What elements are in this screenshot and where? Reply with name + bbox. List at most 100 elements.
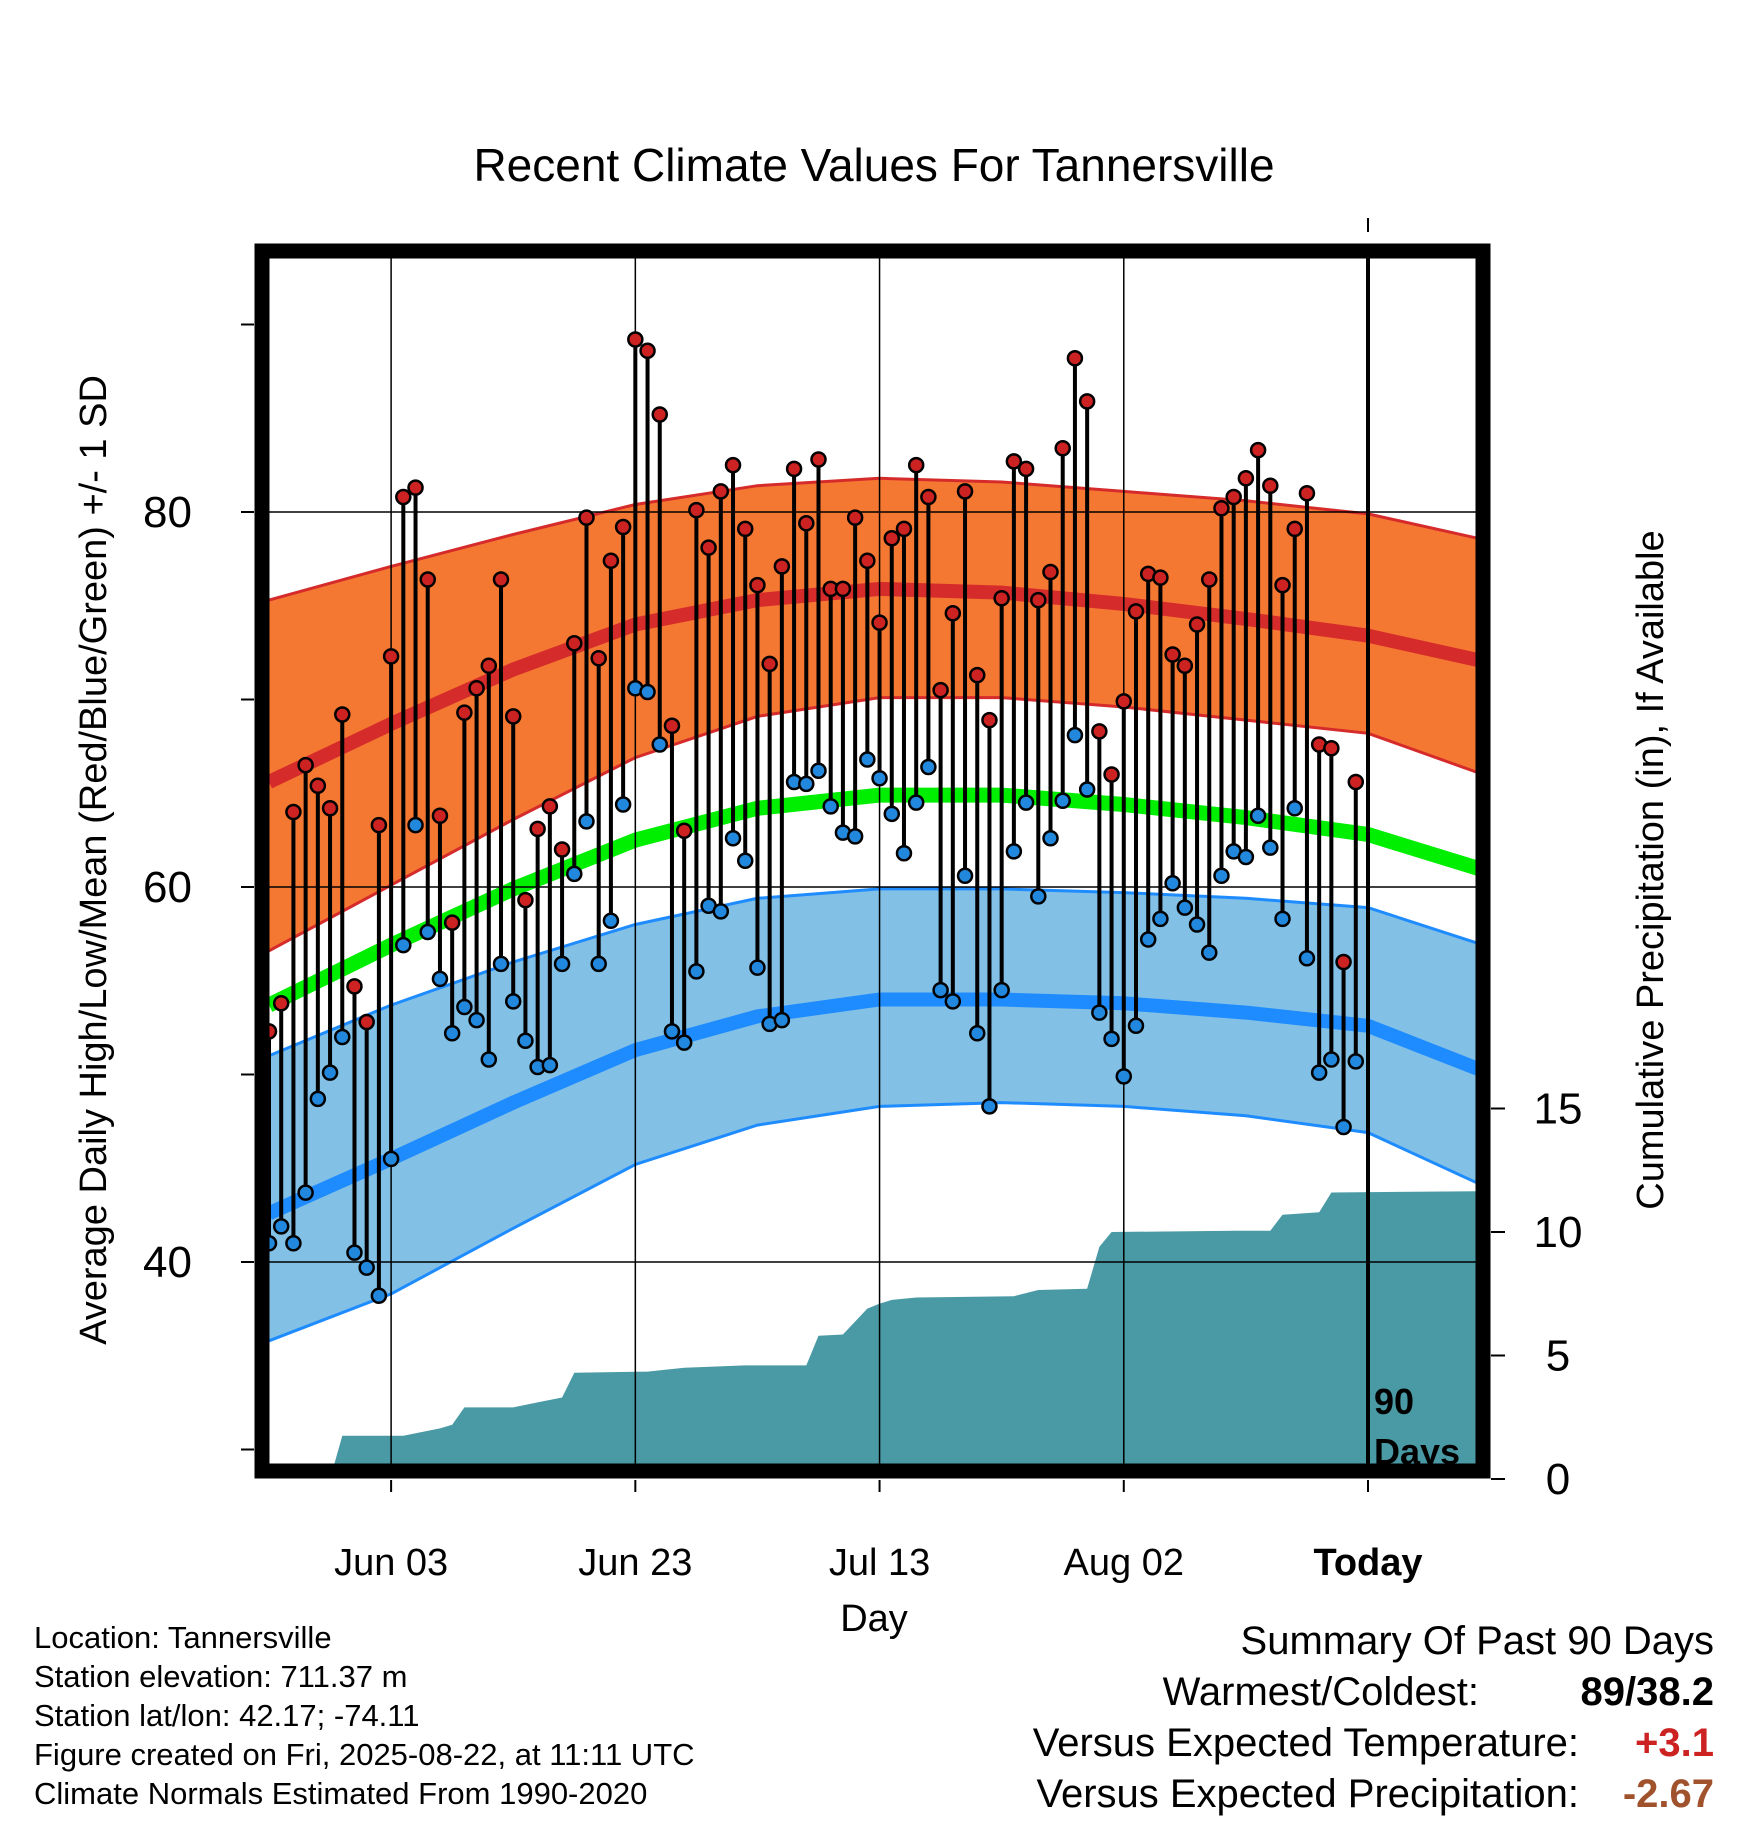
daily-low-point [1237,848,1255,866]
daily-low-point [443,1025,461,1042]
daily-low-point [1249,807,1267,824]
daily-low-point [1005,843,1023,860]
daily-high-point [785,460,803,478]
x-tick-label: Today [1313,1542,1422,1584]
daily-low-point [334,1028,351,1046]
daily-high-point [553,841,571,858]
daily-high-point [321,800,339,817]
daily-high-point [1042,563,1059,581]
daily-low-point [1262,839,1279,856]
x-tick-label: Aug 02 [1064,1542,1184,1584]
y2-tick-label: 10 [1534,1208,1583,1257]
daily-high-point [1078,393,1096,410]
daily-low-point [614,796,632,813]
daily-low-point [822,798,839,815]
daily-high-point [1017,460,1035,478]
daily-low-point [932,981,949,999]
daily-high-point [541,798,559,815]
y-tick-label: 60 [143,863,192,912]
y2-tick-label: 5 [1546,1332,1570,1381]
daily-high-point [346,978,363,995]
daily-high-point [1262,477,1279,494]
daily-low-point [468,1011,485,1029]
daily-high-point [370,816,388,834]
daily-low-point [1323,1051,1340,1068]
y-axis-label: Average Daily High/Low/Mean (Red/Blue/Gr… [73,375,115,1345]
location-text: Location: Tannersville [34,1620,332,1655]
daily-high-point [1091,723,1108,740]
daily-high-point [382,648,400,665]
daily-high-point [1188,616,1206,633]
latlon-text: Station lat/lon: 42.17; -74.11 [34,1698,420,1733]
daily-low-point [639,683,656,701]
precip-anomaly-label: Versus Expected Precipitation: [1036,1772,1579,1816]
daily-high-point [297,756,314,774]
daily-low-point [749,959,766,976]
daily-high-point [1286,520,1303,538]
precip-area [332,1191,1478,1471]
daily-high-point [1176,657,1194,674]
daily-low-point [1127,1017,1145,1034]
daily-low-point [419,923,436,941]
daily-high-point [517,891,534,909]
daily-low-point [1310,1064,1328,1081]
station-info: Location: Tannersville Station elevation… [34,1618,695,1813]
daily-low-point [1188,916,1206,933]
daily-high-point [639,342,656,359]
x-tick-label: Jun 23 [578,1542,692,1584]
daily-high-point [504,708,522,725]
daily-low-point [810,762,827,779]
daily-low-point [504,993,522,1010]
daily-low-point [944,993,962,1010]
y-tick-label: 40 [143,1238,192,1287]
daily-high-point [981,711,998,729]
daily-low-point [1115,1068,1133,1085]
daily-high-point [1164,646,1181,663]
daily-high-point [1225,488,1242,506]
daily-high-point [614,518,632,536]
today-window-label: 90 [1374,1381,1414,1422]
daily-high-point [859,552,876,569]
daily-high-point [1298,485,1316,502]
daily-high-point [1213,500,1230,517]
daily-low-point [895,845,913,862]
daily-low-point [871,770,888,787]
daily-low-point [1164,875,1181,892]
daily-high-point [1127,603,1145,620]
daily-high-point [834,580,852,598]
daily-low-point [1091,1004,1108,1021]
daily-high-point [1237,470,1255,487]
daily-high-point [602,552,620,569]
daily-low-point [456,998,473,1016]
chart-title: Recent Climate Values For Tannersville [473,139,1274,191]
daily-high-point [663,717,681,734]
daily-low-point [431,970,449,988]
daily-high-point [724,456,742,474]
daily-high-point [907,456,925,474]
daily-low-point [541,1056,559,1074]
daily-high-point [566,635,583,652]
daily-low-point [553,955,571,973]
daily-low-point [1017,794,1035,811]
daily-low-point [993,981,1010,999]
daily-low-point [712,903,730,920]
daily-high-point [993,590,1010,607]
daily-low-point [492,955,510,973]
daily-low-point [578,813,595,830]
daily-high-point [480,657,498,674]
daily-low-point [1042,830,1059,847]
warmest-coldest-label: Warmest/Coldest: [1162,1670,1479,1714]
daily-low-point [1335,1118,1352,1136]
daily-low-point [358,1259,375,1276]
daily-low-point [1298,950,1316,967]
daily-low-point [602,912,620,929]
normals-text: Climate Normals Estimated From 1990-2020 [34,1776,648,1811]
daily-low-point [407,816,424,834]
daily-low-point [920,758,937,776]
precip-anomaly-value: -2.67 [1622,1772,1714,1816]
daily-high-point [956,483,974,500]
daily-high-point [944,605,962,622]
daily-high-point [932,681,949,699]
temp-anomaly-label: Versus Expected Temperature: [1032,1721,1579,1765]
daily-low-point [590,955,607,973]
